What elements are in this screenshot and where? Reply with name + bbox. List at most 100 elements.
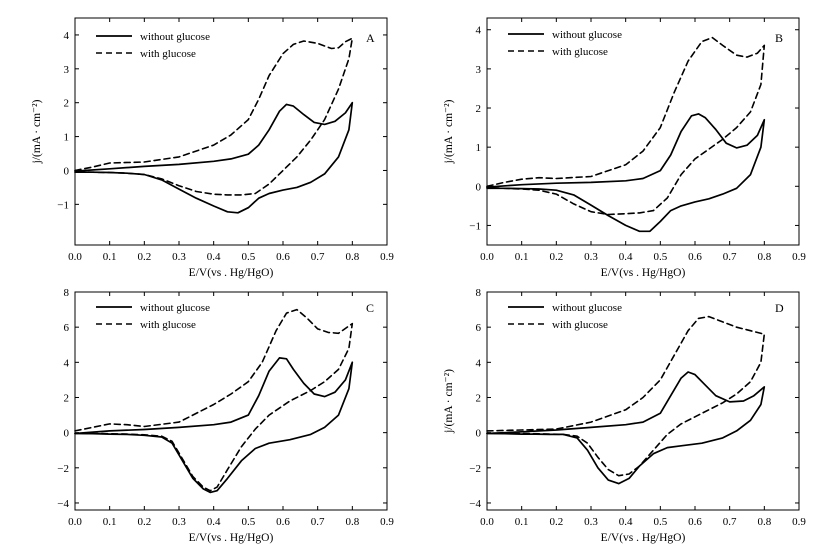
y-axis-label: j/(mA · cm⁻²) (443, 99, 455, 164)
y-tick-label: 1 (476, 142, 482, 154)
x-tick-label: 0.6 (276, 516, 290, 528)
x-tick-label: 0.4 (207, 251, 221, 263)
legend-label: with glucose (552, 46, 608, 58)
x-tick-label: 0.0 (68, 251, 82, 263)
y-tick-label: 4 (64, 357, 70, 369)
x-tick-label: 0.8 (757, 516, 771, 528)
y-tick-label: 3 (64, 64, 70, 76)
panel-letter: B (775, 31, 783, 45)
x-axis-label: E/V(vs . Hg/HgO) (189, 532, 274, 544)
y-tick-label: 2 (64, 98, 70, 110)
y-tick-label: 8 (476, 287, 482, 299)
panel-letter: C (366, 301, 374, 315)
chart-panel-c: 0.0 0.1 0.2 0.3 0.4 0.5 0.6 0.7 0.8 0.9 −4 −2 0 2 4 6 8 E… (57, 287, 394, 544)
series-line-without-glucose (486, 113, 766, 233)
x-tick-label: 0.7 (723, 251, 737, 263)
y-tick-label: −1 (57, 199, 69, 211)
x-tick-label: 0.2 (137, 251, 151, 263)
series-line-without-glucose (74, 357, 354, 494)
panel-letter: D (775, 301, 784, 315)
x-axis-label: E/V(vs . Hg/HgO) (601, 267, 686, 279)
x-tick-label: 0.4 (207, 516, 221, 528)
plot-frame (486, 17, 800, 246)
x-tick-label: 0.2 (549, 251, 563, 263)
x-tick-label: 0.4 (619, 516, 633, 528)
x-tick-label: 0.9 (380, 251, 394, 263)
y-tick-label: −2 (57, 463, 69, 475)
y-axis-label: j/(mA · cm⁻²) (31, 99, 43, 164)
plot-frame (74, 291, 388, 511)
y-tick-label: 0 (476, 428, 482, 440)
x-tick-label: 0.8 (345, 516, 359, 528)
y-tick-label: 2 (476, 392, 482, 404)
y-tick-label: 1 (64, 132, 70, 144)
x-tick-label: 0.1 (103, 251, 117, 263)
x-tick-label: 0.3 (584, 516, 598, 528)
y-tick-label: 0 (476, 181, 482, 193)
x-tick-label: 0.2 (137, 516, 151, 528)
y-tick-label: −1 (469, 220, 481, 232)
chart-panel-b: 0.0 0.1 0.2 0.3 0.4 0.5 0.6 0.7 0.8 0.9 −1 0 1 2 3 4 E/V… (443, 17, 806, 279)
y-tick-label: 4 (64, 30, 70, 42)
y-tick-label: −2 (469, 463, 481, 475)
plot-frame (486, 291, 800, 511)
y-tick-label: 3 (476, 64, 482, 76)
x-tick-label: 0.7 (311, 516, 325, 528)
chart-panel-a: 0.0 0.1 0.2 0.3 0.4 0.5 0.6 0.7 0.8 0.9 −1 0 1 2 3 4 E/V… (31, 17, 394, 279)
x-tick-label: 0.6 (688, 251, 702, 263)
y-tick-label: −4 (469, 498, 481, 510)
y-tick-label: 4 (476, 357, 482, 369)
x-tick-label: 0.1 (515, 516, 529, 528)
legend-label: with glucose (552, 319, 608, 331)
legend-label: with glucose (140, 48, 196, 60)
x-tick-label: 0.3 (172, 516, 186, 528)
x-tick-label: 0.6 (688, 516, 702, 528)
x-tick-label: 0.3 (172, 251, 186, 263)
y-tick-label: 2 (476, 103, 482, 115)
chart-panel-d: 0.0 0.1 0.2 0.3 0.4 0.5 0.6 0.7 0.8 0.9 −4 −2 0 2 4 6 8 E… (443, 287, 806, 544)
x-tick-label: 0.8 (757, 251, 771, 263)
series-line-with-glucose (486, 315, 766, 477)
y-tick-label: 8 (64, 287, 70, 299)
x-tick-label: 0.1 (515, 251, 529, 263)
x-tick-label: 0.0 (68, 516, 82, 528)
x-tick-label: 0.7 (723, 516, 737, 528)
x-tick-label: 0.8 (345, 251, 359, 263)
x-tick-label: 0.0 (480, 516, 494, 528)
y-axis-label: j/(mA · cm⁻²) (443, 369, 455, 434)
x-axis-label: E/V(vs . Hg/HgO) (601, 532, 686, 544)
x-axis-label: E/V(vs . Hg/HgO) (189, 267, 274, 279)
legend-label: without glucose (552, 302, 622, 314)
y-tick-label: 0 (64, 165, 70, 177)
x-tick-label: 0.2 (549, 516, 563, 528)
legend-label: without glucose (140, 302, 210, 314)
panel-letter: A (366, 31, 375, 45)
x-tick-label: 0.9 (792, 516, 806, 528)
x-tick-label: 0.3 (584, 251, 598, 263)
series-line-with-glucose (74, 308, 354, 492)
legend-label: without glucose (552, 29, 622, 41)
x-tick-label: 0.9 (792, 251, 806, 263)
series-line-with-glucose (486, 36, 766, 216)
y-tick-label: −4 (57, 498, 69, 510)
y-tick-label: 0 (64, 428, 70, 440)
x-tick-label: 0.5 (653, 251, 667, 263)
x-tick-label: 0.0 (480, 251, 494, 263)
x-tick-label: 0.1 (103, 516, 117, 528)
x-tick-label: 0.5 (653, 516, 667, 528)
y-tick-label: 6 (64, 322, 70, 334)
legend-label: without glucose (140, 31, 210, 43)
series-line-without-glucose (486, 371, 766, 485)
plot-frame (74, 17, 388, 246)
legend-label: with glucose (140, 319, 196, 331)
x-tick-label: 0.7 (311, 251, 325, 263)
y-tick-label: 4 (476, 25, 482, 37)
series-line-with-glucose (74, 37, 354, 196)
y-tick-label: 6 (476, 322, 482, 334)
series-line-without-glucose (74, 101, 354, 214)
x-tick-label: 0.6 (276, 251, 290, 263)
x-tick-label: 0.4 (619, 251, 633, 263)
x-tick-label: 0.9 (380, 516, 394, 528)
x-tick-label: 0.5 (241, 516, 255, 528)
